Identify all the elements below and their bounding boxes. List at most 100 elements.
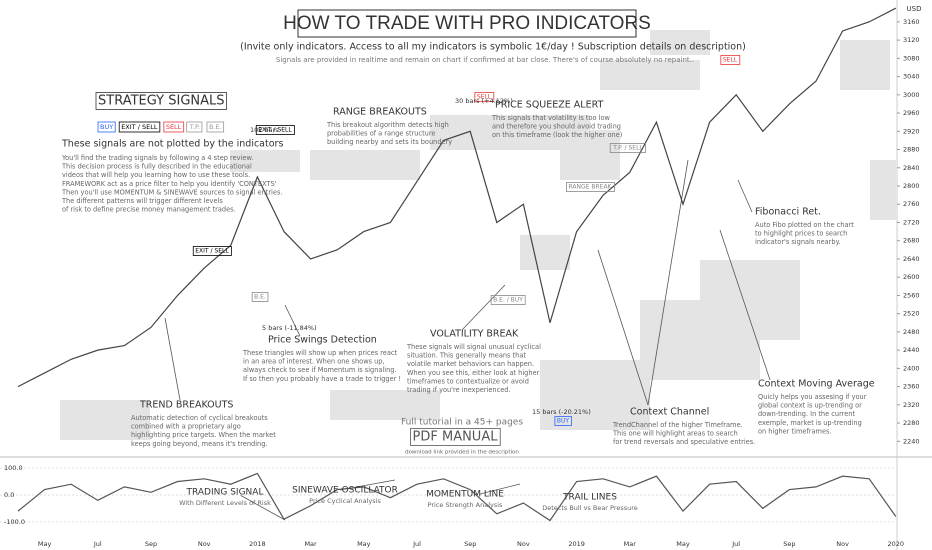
- annotation-text: keeps going beyond, means it's trending.: [131, 440, 268, 448]
- signal-label-box: [566, 182, 615, 192]
- annotation-text: timeframes to contextualize or avoid: [407, 377, 529, 385]
- annotation-text: in an area of interest. When one shows u…: [243, 358, 385, 366]
- y-tick-label: 0.0: [4, 491, 14, 499]
- manual-intro: Full tutorial in a 45+ pages: [401, 418, 523, 428]
- signal-label: RANGE BREAK: [569, 184, 613, 191]
- bar-note: 5 bars (-11.84%): [262, 324, 317, 332]
- annotation-title: RANGE BREAKOUTS: [333, 107, 427, 118]
- annotation-text: These signals will signal unusual cyclic…: [406, 343, 541, 351]
- y-tick-label: 3160: [903, 18, 920, 26]
- y-tick-label: 2640: [903, 255, 920, 263]
- oscillator-title: MOMENTUM LINE: [426, 490, 504, 500]
- y-tick-label: 2680: [903, 237, 920, 245]
- x-tick-label: Sep: [783, 540, 795, 548]
- annotation-title: Fibonacci Ret.: [755, 207, 821, 218]
- bar-note: 102 bars: [250, 126, 279, 134]
- signal-label: SELL: [477, 94, 492, 101]
- annotation-text: Auto Fibo plotted on the chart: [755, 221, 854, 229]
- signal-label-box: [490, 295, 526, 305]
- annotation-title: VOLATILITY BREAK: [430, 329, 519, 340]
- range-boxes: [60, 30, 896, 440]
- y-tick-label: 2240: [903, 437, 920, 445]
- oscillator-text: Detects Bull vs Bear Pressure: [542, 504, 638, 512]
- oscillator-text: Price Cyclical Analysis: [309, 497, 381, 505]
- x-tick-label: 2018: [249, 540, 266, 548]
- y-tick-label: -100.0: [4, 518, 25, 526]
- annotation-text: Quicly helps you assesing if your: [758, 393, 867, 401]
- manual-title: PDF MANUAL: [413, 430, 499, 445]
- y-tick-label: 3120: [903, 36, 920, 44]
- annotation-text: down-trending. In the current: [758, 410, 855, 418]
- y-tick-label: 2560: [903, 291, 920, 299]
- legend-item-box: [118, 121, 161, 133]
- subtitle: (Invite only indicators. Access to all m…: [240, 42, 746, 53]
- signal-label: B.E.: [254, 294, 266, 301]
- annotation-title: TREND BREAKOUTS: [139, 400, 233, 411]
- legend-item-box: [163, 121, 185, 133]
- legend-item: EXIT / SELL: [121, 123, 158, 131]
- annotation-text: If so then you probably have a trade to …: [243, 375, 401, 383]
- x-tick-label: Sep: [464, 540, 476, 548]
- oscillator-title: SINEWAVE OSCILLATOR: [292, 486, 398, 496]
- signal-label: B.E. / BUY: [493, 297, 523, 304]
- annotation-text: probabilities of a range structure: [327, 130, 435, 138]
- signal-label: T.P. / SELL: [612, 145, 643, 152]
- y-tick-label: 2360: [903, 383, 920, 391]
- signal-label-box: [255, 125, 295, 135]
- y-tick-label: 2920: [903, 127, 920, 135]
- y-tick-label: 2720: [903, 218, 920, 226]
- y-tick-label: 3080: [903, 54, 920, 62]
- oscillator-text: Price Strength Analysis: [428, 501, 504, 509]
- currency: USD: [907, 5, 922, 13]
- strategy-title-box: [95, 92, 227, 110]
- oscillator-title: TRAIL LINES: [562, 493, 617, 503]
- strategy-text: videos that will help you learning how t…: [62, 171, 250, 179]
- legend-item: SELL: [166, 123, 182, 131]
- annotation-text: This breakout algorithm detects high: [326, 121, 449, 129]
- y-tick-label: 2760: [903, 200, 920, 208]
- note: Signals are provided in realtime and rem…: [276, 56, 694, 64]
- price-line: [17, 472, 897, 522]
- bar-note: 30 bars (+4.12%): [455, 97, 513, 105]
- annotation-text: on this timeframe (look the higher one): [492, 131, 622, 139]
- oscillator-text: With Different Levels of Risk: [179, 499, 271, 507]
- annotation-text: These triangles will show up when prices…: [242, 349, 398, 357]
- legend-item: B.E.: [209, 123, 222, 131]
- manual-title-box: [410, 428, 501, 446]
- strategy-text: Then you'll use MOMENTUM & SINEWAVE sour…: [61, 188, 282, 196]
- y-tick-label: 2280: [903, 419, 920, 427]
- annotation-title: Context Moving Average: [758, 379, 875, 390]
- legend-item-box: [97, 121, 116, 133]
- annotation-text: Automatic detection of cyclical breakout…: [131, 414, 268, 422]
- x-tick-label: Sep: [145, 540, 157, 548]
- chart-title: HOW TO TRADE WITH PRO INDICATORS: [283, 13, 651, 34]
- x-tick-label: Jul: [731, 540, 740, 548]
- manual-note: download link provided in the descriptio…: [405, 450, 519, 456]
- x-tick-label: May: [676, 540, 690, 548]
- annotation-text: exemple, market is up-trending: [758, 419, 862, 427]
- strategy-text: The different patterns will trigger diff…: [61, 197, 223, 205]
- signal-label-box: [474, 92, 495, 102]
- legend-item: BUY: [100, 123, 113, 131]
- annotation-text: highlighting price targets. When the mar…: [131, 431, 276, 439]
- oscillator-title: TRADING SIGNAL: [186, 488, 264, 498]
- annotation-text: When you see this, either look at higher: [407, 369, 540, 377]
- annotation-text: trading if you're inexperienced.: [407, 386, 511, 394]
- annotation-text: building nearby and sets its boundery: [327, 138, 452, 146]
- annotation-text: on higher timeframes.: [758, 427, 832, 435]
- y-tick-label: 100.0: [4, 464, 23, 472]
- annotation-text: volatile market behaviors can happen.: [407, 360, 534, 368]
- strategy-text: of risk to define precise money manageme…: [62, 206, 236, 214]
- y-tick-label: 2400: [903, 364, 920, 372]
- y-tick-label: 3040: [903, 73, 920, 81]
- annotation-text: always check to see if Momentum is signa…: [243, 366, 397, 374]
- signal-label: EXIT / SELL: [195, 248, 229, 255]
- x-tick-label: Nov: [836, 540, 849, 548]
- y-tick-label: 2480: [903, 328, 920, 336]
- x-tick-label: 2019: [568, 540, 585, 548]
- x-tick-label: 2020: [888, 540, 905, 548]
- x-tick-label: May: [38, 540, 52, 548]
- annotation-title: Context Channel: [630, 407, 709, 418]
